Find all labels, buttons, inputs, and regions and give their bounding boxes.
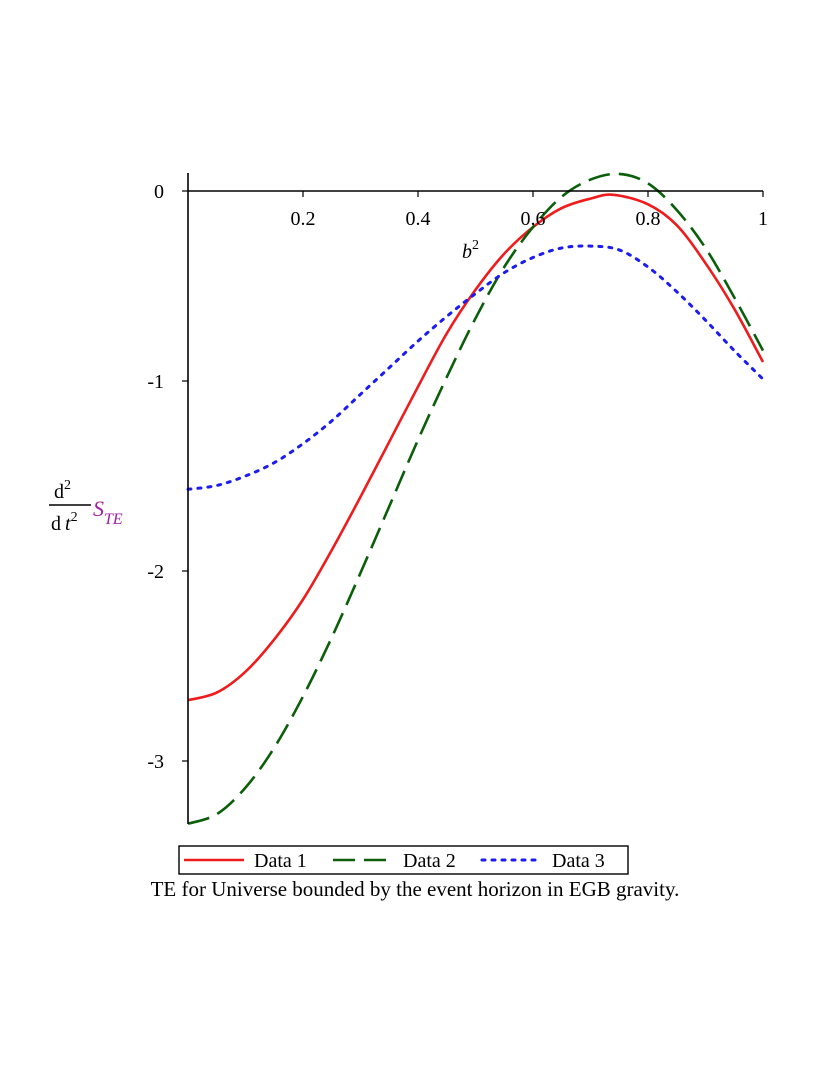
legend-label-2: Data 2 xyxy=(403,850,456,872)
y-ticks: 0 -1 -2 -3 xyxy=(147,181,188,773)
y-tick-label: -3 xyxy=(147,751,164,773)
svg-text:dt2: d t2 xyxy=(51,510,78,535)
y-tick-label: -1 xyxy=(147,371,164,393)
y-title-den-d: d xyxy=(51,513,61,535)
x-axis-title-sup: 2 xyxy=(472,238,479,253)
figure-caption: TE for Universe bounded by the event hor… xyxy=(150,877,680,901)
x-tick-label: 0.8 xyxy=(636,208,661,230)
svg-text:d2: d2 xyxy=(54,478,71,503)
plot-lines xyxy=(186,172,765,825)
y-title-num-sup: 2 xyxy=(64,478,71,493)
legend-label-1: Data 1 xyxy=(254,850,307,872)
x-axis-title-base: b xyxy=(462,241,472,263)
x-tick-label: 1 xyxy=(758,208,768,230)
series-line-2 xyxy=(187,172,765,825)
x-tick-label: 0.6 xyxy=(521,208,546,230)
y-title-den-sup: 2 xyxy=(71,510,78,525)
y-title-den-t: t xyxy=(65,513,71,535)
y-title-s: S xyxy=(93,496,104,521)
x-axis-title: b2 xyxy=(462,238,479,263)
y-axis-title: d2 d t2 STE xyxy=(49,478,123,535)
y-title-s-sub: TE xyxy=(104,511,123,528)
y-tick-label: -2 xyxy=(147,561,164,583)
x-tick-label: 0.4 xyxy=(406,208,431,230)
x-ticks: 0.2 0.4 0.6 0.8 1 xyxy=(291,191,768,230)
legend: Data 1 Data 2 Data 3 xyxy=(178,845,629,875)
y-tick-label: 0 xyxy=(154,181,164,203)
series-line-3 xyxy=(186,244,765,491)
svg-text:STE: STE xyxy=(93,496,123,528)
y-title-num-d: d xyxy=(54,481,64,503)
axes xyxy=(187,173,763,824)
series-line-1 xyxy=(187,193,765,702)
x-tick-label: 0.2 xyxy=(291,208,316,230)
legend-box xyxy=(178,845,629,875)
legend-label-3: Data 3 xyxy=(552,850,605,872)
